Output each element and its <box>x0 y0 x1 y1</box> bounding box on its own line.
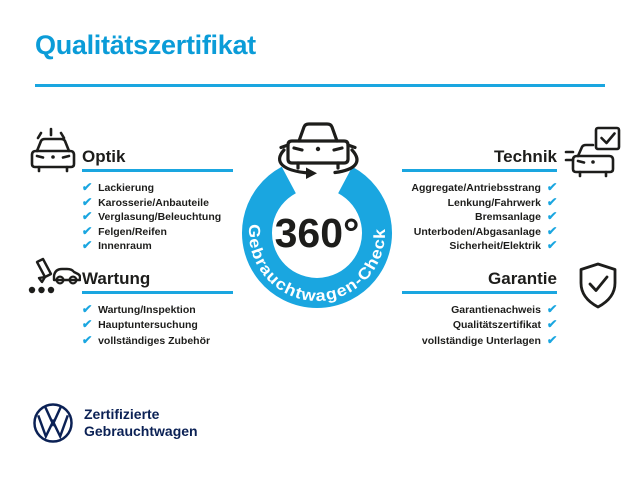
section-title-technik: Technik <box>494 147 557 166</box>
car-shine-icon <box>26 126 80 176</box>
item-label: Lenkung/Fahrwerk <box>447 196 541 209</box>
list-item: ✔ Innenraum <box>81 238 233 253</box>
section-wartung: Wartung ✔ Wartung/Inspektion ✔ Hauptunters… <box>81 268 233 348</box>
list-item: ✔ Hauptuntersuchung <box>81 317 233 332</box>
list-item: ✔ Karosserie/Anbauteile <box>81 194 233 210</box>
item-label: Sicherheit/Elektrik <box>449 240 541 253</box>
item-label: vollständige Unterlagen <box>421 334 541 347</box>
item-label: Garantienachweis <box>451 304 541 316</box>
check-icon: ✔ <box>81 302 93 316</box>
check-icon: ✔ <box>81 317 93 332</box>
list-item: Unterboden/Abgasanlage ✔ <box>402 223 558 239</box>
check-icon: ✔ <box>81 332 93 347</box>
service-checklist-icon <box>23 257 81 311</box>
car-rotate-icon <box>278 122 359 179</box>
check-icon: ✔ <box>81 238 93 253</box>
item-label: Verglasung/Beleuchtung <box>98 211 222 224</box>
check-icon: ✔ <box>546 317 558 332</box>
title-divider <box>35 84 605 87</box>
item-label: Lackierung <box>98 182 155 194</box>
check-icon: ✔ <box>546 332 558 347</box>
check-icon: ✔ <box>546 209 558 224</box>
section-technik: Technik Aggregate/Antriebsstrang ✔ Lenkun… <box>402 146 558 253</box>
page-title: Qualitätszertifikat <box>35 30 256 60</box>
ring-arc <box>242 166 392 308</box>
check-icon: ✔ <box>81 209 93 224</box>
car-checkbox-icon <box>564 126 622 179</box>
item-label: Wartung/Inspektion <box>98 304 196 316</box>
list-item: Sicherheit/Elektrik ✔ <box>402 238 557 253</box>
item-label: Bremsanlage <box>474 211 541 224</box>
item-label: Innenraum <box>98 240 152 253</box>
list-item: ✔ Lackierung <box>81 180 233 195</box>
check-icon: ✔ <box>546 223 558 238</box>
check-icon: ✔ <box>81 223 93 238</box>
list-item: Garantienachweis ✔ <box>402 302 558 317</box>
section-title-wartung: Wartung <box>82 269 151 288</box>
360-check-ring: Gebrauchtwagen-Check 360° <box>225 115 409 320</box>
footer-claim: Zertifizierte Gebrauchtwagen <box>84 406 198 439</box>
check-icon: ✔ <box>81 194 93 209</box>
vw-logo <box>32 402 74 444</box>
check-icon: ✔ <box>546 238 558 253</box>
section-garantie: Garantie Garantienachweis ✔ Qualitätszert… <box>402 268 558 348</box>
list-item: ✔ Wartung/Inspektion <box>81 302 233 317</box>
degree-label: 360° <box>275 210 360 256</box>
garantie-list: Garantienachweis ✔ Qualitätszertifikat ✔ v… <box>402 302 558 348</box>
section-title-optik: Optik <box>82 147 126 166</box>
optik-list: ✔ Lackierung ✔ Karosserie/Anbauteile ✔ Verg… <box>81 180 233 253</box>
list-item: Bremsanlage ✔ <box>402 209 558 224</box>
item-label: Unterboden/Abgasanlage <box>413 225 541 238</box>
item-label: Karosserie/Anbauteile <box>98 196 209 209</box>
list-item: Qualitätszertifikat ✔ <box>402 317 558 332</box>
section-divider-wartung <box>82 291 233 294</box>
check-icon: ✔ <box>546 180 558 194</box>
list-item: ✔ Verglasung/Beleuchtung <box>81 209 233 224</box>
section-title-garantie: Garantie <box>488 269 557 288</box>
section-divider-garantie <box>402 291 557 294</box>
list-item: ✔ vollständiges Zubehör <box>81 332 233 348</box>
section-divider-technik <box>402 169 557 172</box>
item-label: vollständiges Zubehör <box>98 334 211 347</box>
check-icon: ✔ <box>81 180 93 194</box>
footer-claim-line1: Zertifizierte <box>84 406 160 422</box>
list-item: ✔ Felgen/Reifen <box>81 223 233 239</box>
item-label: Felgen/Reifen <box>98 225 167 238</box>
technik-list: Aggregate/Antriebsstrang ✔ Lenkung/Fahrwe… <box>402 180 557 253</box>
item-label: Hauptuntersuchung <box>98 319 198 332</box>
section-divider-optik <box>82 169 233 172</box>
check-icon: ✔ <box>546 194 558 209</box>
check-icon: ✔ <box>546 302 558 316</box>
section-optik: Optik ✔ Lackierung ✔ Karosserie/Anbauteile… <box>81 146 233 253</box>
footer-claim-line2: Gebrauchtwagen <box>84 422 198 439</box>
item-label: Qualitätszertifikat <box>452 319 541 332</box>
shield-check-icon <box>575 261 621 311</box>
list-item: vollständige Unterlagen ✔ <box>402 332 558 348</box>
wartung-list: ✔ Wartung/Inspektion ✔ Hauptuntersuchung ✔… <box>81 302 233 348</box>
list-item: Aggregate/Antriebsstrang ✔ <box>402 180 557 195</box>
item-label: Aggregate/Antriebsstrang <box>411 182 541 194</box>
list-item: Lenkung/Fahrwerk ✔ <box>402 194 558 210</box>
